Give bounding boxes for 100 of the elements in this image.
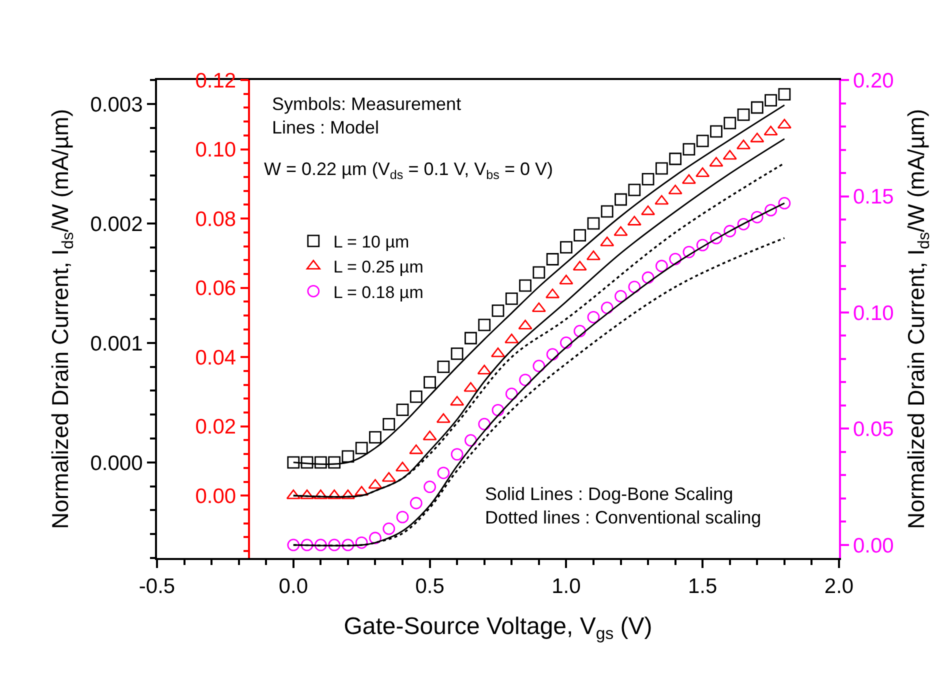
legend-label: L = 10 µm (333, 232, 410, 252)
point (764, 94, 777, 107)
point (696, 238, 709, 252)
point (614, 290, 627, 302)
y3-tick-label: 0.15 (852, 186, 894, 209)
annotation: W = 0.22 µm (V$_{ds}$ = 0.1 V, V$_{bs}$ = 0 V) (264, 159, 553, 182)
point (628, 184, 641, 196)
point (642, 172, 654, 186)
point (478, 318, 491, 332)
point (682, 143, 696, 156)
x-tick-label: 0.0 (278, 575, 308, 598)
x-tick-label: 0.5 (415, 575, 444, 598)
legend-label: L = 0.25 µm (333, 258, 424, 277)
point (314, 538, 327, 552)
point (478, 418, 491, 430)
point (327, 489, 342, 500)
x-tick-label: -0.5 (138, 575, 176, 598)
point (437, 466, 450, 480)
point (450, 448, 464, 461)
point (314, 489, 328, 500)
point (560, 336, 572, 349)
point (737, 108, 750, 121)
point (778, 88, 791, 101)
annotation: Symbols: Measurement Lines : Model (272, 94, 462, 138)
point (300, 456, 314, 469)
point (710, 125, 722, 138)
point (328, 456, 341, 469)
point (424, 480, 436, 494)
x-axis-title: Gate-Source Voltage, V$_{gs}$ (V) (344, 613, 652, 644)
point (655, 162, 668, 175)
point (396, 510, 409, 524)
point (300, 489, 314, 500)
point (696, 134, 709, 148)
point (519, 279, 532, 292)
y-tick-label: 0.002 (90, 212, 143, 236)
point (300, 538, 314, 552)
y3-tick-label: 0.20 (852, 69, 894, 92)
point (560, 241, 572, 254)
y2-tick-label: 0.02 (195, 416, 236, 439)
point (409, 444, 424, 454)
y-tick-label: 0.003 (90, 93, 143, 116)
annotation: Solid Lines : Dog-Bone Scaling Dotted lines : Conventional scaling (485, 484, 762, 528)
point (587, 217, 600, 230)
y2-tick-label: 0.04 (195, 346, 236, 370)
point (682, 246, 696, 258)
point (574, 229, 586, 242)
point (464, 332, 477, 344)
point (750, 210, 764, 224)
point (492, 304, 504, 317)
point (450, 396, 464, 406)
point (586, 250, 601, 260)
point (464, 434, 477, 447)
point (737, 218, 750, 230)
point (342, 538, 354, 552)
point (655, 260, 668, 272)
y3-tick-label: 0.05 (852, 418, 894, 442)
point (355, 442, 368, 454)
point (614, 193, 627, 206)
point (505, 292, 518, 305)
point (532, 302, 546, 312)
point (532, 266, 546, 279)
point (410, 390, 422, 403)
x-tick-label: 1.5 (688, 575, 718, 598)
y-tick-label: 0.001 (90, 332, 143, 356)
y3-tick-label: 0.00 (852, 534, 894, 558)
y3-tick-label: 0.10 (852, 302, 894, 325)
y2-tick-label: 0.06 (195, 277, 236, 300)
point (532, 360, 546, 372)
point (490, 347, 506, 358)
x-tick-label: 1.0 (552, 575, 581, 598)
point (382, 522, 396, 535)
point (287, 456, 300, 469)
point (410, 496, 422, 510)
point (669, 252, 682, 266)
point (724, 116, 736, 130)
point (640, 205, 656, 216)
point (354, 486, 369, 496)
point (642, 271, 654, 284)
point (574, 324, 586, 338)
x-tick-label: 2.0 (824, 575, 854, 598)
legend-label: L = 0.18 µm (333, 282, 424, 302)
point (287, 538, 300, 552)
point (355, 536, 368, 549)
point (669, 152, 682, 166)
y2-tick-label: 0.00 (195, 485, 236, 508)
point (724, 224, 736, 238)
point (340, 489, 356, 500)
point (369, 431, 382, 444)
point (369, 532, 382, 544)
point (519, 374, 532, 386)
point (750, 101, 764, 114)
point (505, 388, 518, 400)
point (600, 302, 614, 314)
point (710, 232, 722, 244)
point (778, 197, 791, 210)
point (450, 347, 464, 360)
point (314, 456, 327, 469)
point (342, 450, 354, 463)
point (396, 404, 409, 416)
point (424, 376, 436, 389)
